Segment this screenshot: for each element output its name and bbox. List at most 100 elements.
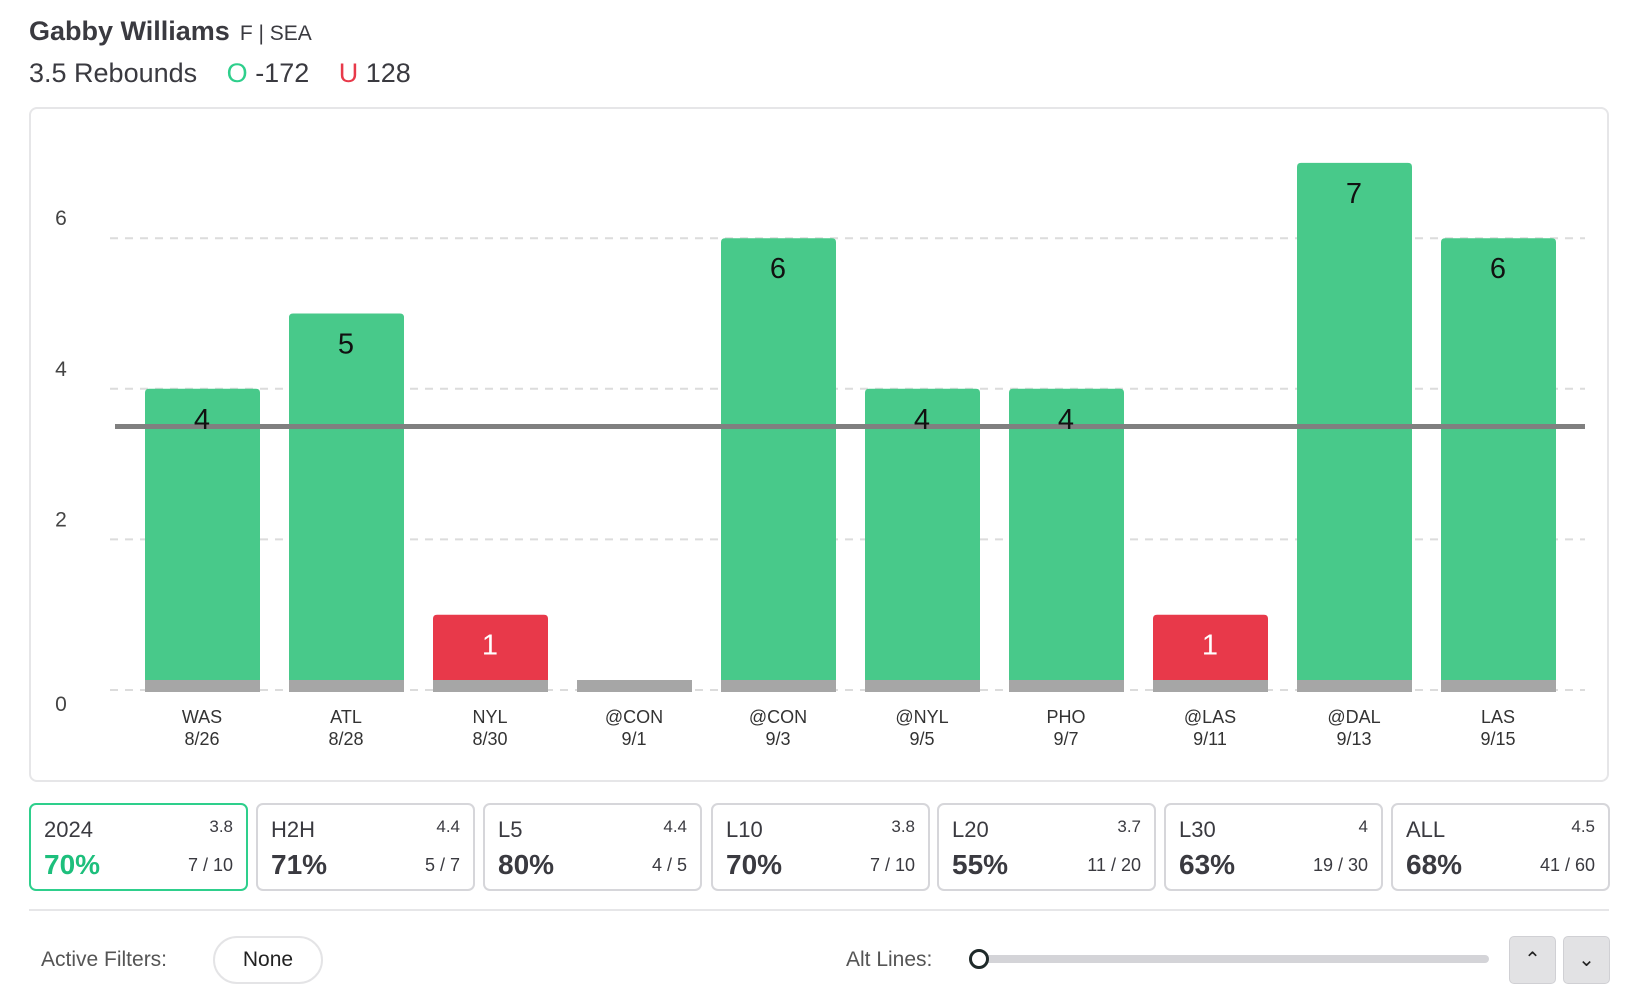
up-button[interactable]: ⌃ xyxy=(1509,936,1556,984)
active-filters-label: Active Filters: xyxy=(41,948,168,971)
x-opponent-label: ATL xyxy=(330,707,362,727)
bar-value-label: 7 xyxy=(1346,178,1362,210)
x-date-label: 9/3 xyxy=(765,729,790,749)
split-card-l30[interactable]: L30 4 63% 19 / 30 xyxy=(1164,803,1383,891)
bar-base xyxy=(1009,680,1124,692)
bar-base xyxy=(289,680,404,692)
split-frac: 4 / 5 xyxy=(651,855,687,875)
split-card-l5[interactable]: L5 4.4 80% 4 / 5 xyxy=(483,803,702,891)
chevron-down-icon: ⌄ xyxy=(1578,949,1595,971)
bar[interactable] xyxy=(1009,388,1124,690)
split-label: L30 xyxy=(1179,817,1216,842)
split-card-l20[interactable]: L20 3.7 55% 11 / 20 xyxy=(937,803,1156,891)
split-avg: 4 xyxy=(1358,817,1368,836)
split-pct: 70% xyxy=(726,849,783,880)
bar-value-label: 1 xyxy=(482,630,498,662)
chart-container xyxy=(29,107,1609,782)
x-date-label: 8/26 xyxy=(184,729,219,749)
bar-base xyxy=(145,680,260,692)
bar-base xyxy=(1153,680,1268,692)
x-date-label: 9/1 xyxy=(621,729,646,749)
bar[interactable] xyxy=(865,388,980,690)
prop-line: 3.5 Rebounds O -172 U 128 xyxy=(29,58,411,89)
y-tick-label: 0 xyxy=(55,693,67,716)
split-pct: 71% xyxy=(271,849,328,880)
x-opponent-label: PHO xyxy=(1046,707,1085,727)
split-avg: 4.4 xyxy=(436,817,460,836)
split-label: L5 xyxy=(498,817,523,842)
split-frac: 11 / 20 xyxy=(1087,855,1141,875)
x-opponent-label: @CON xyxy=(749,707,807,727)
x-date-label: 9/5 xyxy=(909,729,934,749)
position-team: F | SEA xyxy=(239,22,312,45)
split-card-h2h[interactable]: H2H 4.4 71% 5 / 7 xyxy=(256,803,475,891)
split-label: L10 xyxy=(726,817,763,842)
split-card-2024[interactable]: 2024 3.8 70% 7 / 10 xyxy=(29,803,248,891)
under-icon: U xyxy=(338,58,359,88)
split-pct: 80% xyxy=(498,849,555,880)
bar-value-label: 5 xyxy=(338,329,354,361)
split-pct: 70% xyxy=(44,849,101,880)
bar-value-label: 6 xyxy=(770,253,786,285)
split-frac: 7 / 10 xyxy=(869,855,915,875)
split-label: 2024 xyxy=(44,817,93,842)
split-label: L20 xyxy=(952,817,989,842)
split-frac: 7 / 10 xyxy=(187,855,233,875)
split-avg: 3.8 xyxy=(891,817,915,836)
bar-base xyxy=(433,680,548,692)
alt-lines-label: Alt Lines: xyxy=(846,948,933,971)
over-odds: -172 xyxy=(255,58,310,88)
divider xyxy=(29,909,1609,911)
bar-value-label: 4 xyxy=(1058,404,1074,436)
split-pct: 63% xyxy=(1179,849,1236,880)
bar-value-label: 1 xyxy=(1202,630,1218,662)
bar-base xyxy=(865,680,980,692)
bar[interactable] xyxy=(289,313,404,691)
player-name-text: Gabby Williams xyxy=(29,16,230,46)
split-card-l10[interactable]: L10 3.8 70% 7 / 10 xyxy=(711,803,930,891)
x-opponent-label: @NYL xyxy=(895,707,948,727)
under-odds: 128 xyxy=(365,58,411,88)
x-opponent-label: WAS xyxy=(182,707,222,727)
bar[interactable] xyxy=(721,238,836,690)
bar[interactable] xyxy=(145,388,260,690)
x-date-label: 9/13 xyxy=(1336,729,1371,749)
bar-base xyxy=(1441,680,1556,692)
x-date-label: 9/7 xyxy=(1053,729,1078,749)
split-frac: 5 / 7 xyxy=(424,855,460,875)
split-frac: 19 / 30 xyxy=(1312,855,1368,875)
bar[interactable] xyxy=(1441,238,1556,690)
x-opponent-label: @DAL xyxy=(1327,707,1380,727)
slider-handle[interactable] xyxy=(969,949,989,969)
bar-value-label: 4 xyxy=(914,404,930,436)
bar[interactable] xyxy=(1153,614,1268,690)
bar-value-label: 4 xyxy=(194,404,210,436)
split-avg: 4.5 xyxy=(1571,817,1595,836)
filter-none-button[interactable]: None xyxy=(213,936,323,984)
split-pct: 55% xyxy=(952,849,1009,880)
bar-base xyxy=(577,680,692,692)
split-label: H2H xyxy=(271,817,316,842)
alt-lines-slider[interactable] xyxy=(979,955,1489,963)
chevron-up-icon: ⌃ xyxy=(1524,949,1541,971)
x-date-label: 8/30 xyxy=(472,729,507,749)
y-tick-label: 2 xyxy=(55,508,67,531)
down-button[interactable]: ⌄ xyxy=(1563,936,1610,984)
x-date-label: 9/11 xyxy=(1193,729,1227,749)
split-pct: 68% xyxy=(1406,849,1463,880)
x-opponent-label: NYL xyxy=(472,707,507,727)
bar-base xyxy=(1297,680,1412,692)
split-avg: 3.8 xyxy=(209,817,233,836)
line-label: 3.5 Rebounds xyxy=(29,58,198,88)
split-label: ALL xyxy=(1406,817,1446,842)
split-avg: 3.7 xyxy=(1117,817,1141,836)
y-tick-label: 4 xyxy=(55,358,67,381)
y-tick-label: 6 xyxy=(55,207,67,230)
over-icon: O xyxy=(226,58,248,88)
x-date-label: 9/15 xyxy=(1480,729,1515,749)
bar-value-label: 6 xyxy=(1490,253,1506,285)
bar[interactable] xyxy=(433,614,548,690)
split-card-all[interactable]: ALL 4.5 68% 41 / 60 xyxy=(1391,803,1610,891)
x-opponent-label: @LAS xyxy=(1184,707,1236,727)
split-avg: 4.4 xyxy=(663,817,687,836)
